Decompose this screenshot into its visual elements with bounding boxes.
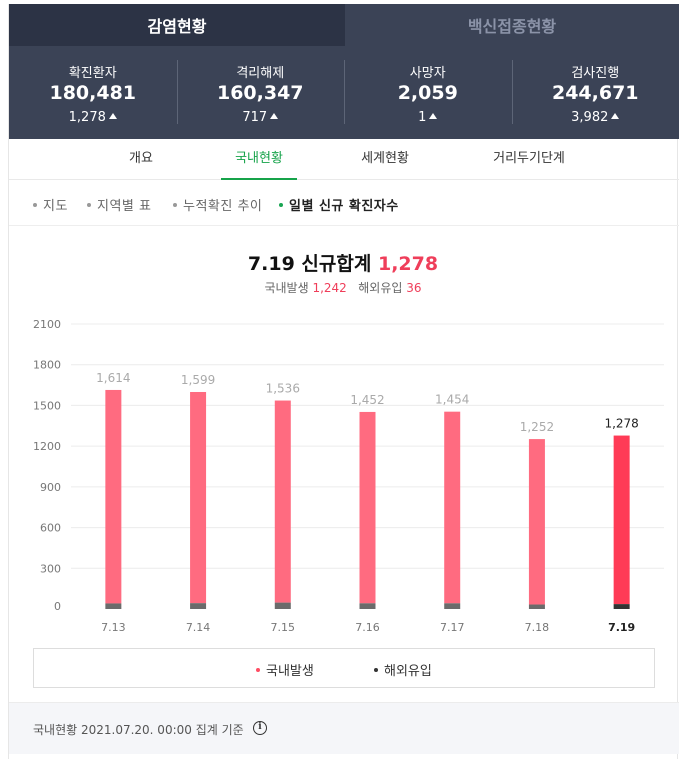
bar-domestic — [613, 435, 630, 605]
stat-label: 사망자 — [409, 66, 446, 81]
y-tick-label: 1500 — [33, 399, 61, 412]
stat-label: 격리해제 — [236, 66, 285, 81]
daily-cases-bar-chart: 0 300 600 900 1200 1500 1800 2100 1,614 7.13 1,599… — [33, 318, 664, 634]
bar-domestic — [190, 391, 207, 604]
stat-delta: 717 — [177, 110, 345, 125]
stat-delta: 1 — [344, 110, 512, 125]
bar-value-label: 1,252 — [520, 420, 554, 434]
x-tick-label: 7.15 — [271, 621, 296, 634]
view-region-table[interactable]: 지역별 표 — [87, 195, 151, 214]
bar-value-label: 1,599 — [181, 373, 215, 387]
x-tick-label: 7.19 — [608, 621, 635, 634]
bar-overseas — [105, 603, 122, 609]
chart-legend: 국내발생 해외유입 — [33, 648, 655, 688]
up-arrow-icon — [611, 113, 620, 119]
stat-value: 160,347 — [216, 82, 304, 104]
y-tick-label: 900 — [40, 481, 61, 494]
stat-value: 180,481 — [49, 82, 137, 104]
bar-domestic — [274, 400, 291, 603]
x-tick-label: 7.13 — [101, 621, 126, 634]
stat-label: 검사진행 — [571, 66, 620, 81]
stat-delta: 1,278 — [9, 110, 177, 125]
view-map[interactable]: 지도 — [33, 195, 68, 214]
data-timestamp: 국내현황 2021.07.20. 00:00 집계 기준 — [33, 723, 244, 737]
y-tick-label: 1200 — [33, 440, 61, 453]
bar-domestic — [444, 411, 461, 604]
y-tick-label: 300 — [40, 562, 61, 575]
x-tick-label: 7.18 — [525, 621, 550, 634]
tab-distancing-level[interactable]: 거리두기단계 — [493, 151, 565, 166]
stat-value: 244,671 — [551, 82, 639, 104]
bar-value-label: 1,536 — [266, 382, 300, 396]
tab-infection-status[interactable]: 감염현황 — [9, 4, 345, 46]
chart-subtitle: 국내발생 1,242 해외유입 36 — [264, 281, 422, 295]
view-cumulative-trend[interactable]: 누적확진 추이 — [173, 195, 262, 214]
top-tab-bar: 감염현황 백신접종현황 — [9, 4, 679, 46]
bar-overseas — [274, 602, 291, 609]
covid-status-widget: 감염현황 백신접종현황 확진환자 180,481 1,278 격리해제 160,… — [8, 4, 679, 759]
bullet-icon — [87, 203, 91, 207]
tab-domestic[interactable]: 국내현황 — [221, 139, 297, 180]
up-arrow-icon — [108, 113, 117, 119]
legend-domestic: 국내발생 — [256, 660, 314, 679]
stat-testing: 검사진행 244,671 3,982 — [511, 46, 680, 139]
bar-overseas — [190, 603, 207, 609]
legend-dot-icon — [256, 668, 260, 672]
x-tick-label: 7.14 — [186, 621, 211, 634]
x-tick-label: 7.16 — [355, 621, 380, 634]
bar-value-label: 1,614 — [96, 371, 130, 385]
legend-dot-icon — [374, 668, 378, 672]
up-arrow-icon — [429, 113, 438, 119]
bar-domestic — [105, 389, 122, 604]
stat-label: 확진환자 — [68, 66, 117, 81]
bar-value-label: 1,278 — [604, 417, 638, 431]
y-tick-label: 0 — [54, 600, 61, 613]
bar-overseas — [444, 603, 461, 609]
legend-overseas: 해외유입 — [374, 660, 432, 679]
x-tick-label: 7.17 — [440, 621, 465, 634]
stat-confirmed: 확진환자 180,481 1,278 — [9, 46, 177, 139]
tab-world[interactable]: 세계현황 — [361, 151, 409, 166]
stat-value: 2,059 — [397, 82, 458, 104]
bar-overseas — [359, 603, 376, 609]
info-icon[interactable]: i — [253, 721, 267, 735]
bar-overseas — [613, 604, 630, 609]
tab-vaccination-status[interactable]: 백신접종현황 — [345, 4, 679, 46]
stats-summary: 확진환자 180,481 1,278 격리해제 160,347 717 사망자 … — [9, 46, 679, 139]
stat-deaths: 사망자 2,059 1 — [344, 46, 512, 139]
view-daily-new-cases[interactable]: 일별 신규 확진자수 — [279, 195, 399, 214]
stat-delta: 3,982 — [512, 110, 680, 125]
bar-overseas — [528, 604, 545, 609]
chart-title: 7.19 신규합계 1,278 — [247, 253, 439, 275]
tab-overview[interactable]: 개요 — [129, 151, 153, 166]
bullet-icon — [33, 203, 37, 207]
bar-domestic — [528, 439, 545, 605]
bullet-icon — [279, 203, 283, 207]
y-tick-label: 2100 — [33, 318, 61, 331]
view-options: 지도 지역별 표 누적확진 추이 일별 신규 확진자수 — [9, 181, 679, 226]
bar-value-label: 1,454 — [435, 393, 469, 407]
up-arrow-icon — [270, 113, 279, 119]
bar-domestic — [359, 411, 376, 604]
stat-released: 격리해제 160,347 717 — [176, 46, 345, 139]
sub-tab-bar: 개요 국내현황 세계현황 거리두기단계 — [9, 139, 679, 180]
bar-value-label: 1,452 — [350, 393, 384, 407]
y-tick-label: 1800 — [33, 359, 61, 372]
y-tick-label: 600 — [40, 522, 61, 535]
footer: 국내현황 2021.07.20. 00:00 집계 기준 i — [9, 702, 679, 754]
bullet-icon — [173, 203, 177, 207]
total-new-cases: 1,278 — [377, 253, 439, 275]
